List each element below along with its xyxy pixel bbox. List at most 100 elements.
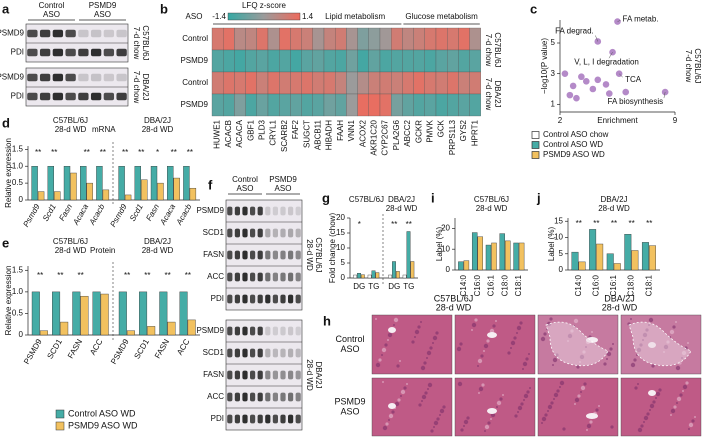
- heatmap-cell: [391, 71, 403, 95]
- point-label: FA metab.: [623, 15, 659, 24]
- blot-band: [250, 414, 256, 424]
- column-header: ASO: [94, 10, 111, 19]
- x-tick-label: PSMD9: [22, 337, 44, 366]
- blot-band: [265, 272, 271, 282]
- blot-band: [242, 370, 248, 380]
- tissue-speck: [637, 383, 639, 385]
- tissue-speck: [414, 329, 420, 335]
- significance: **: [646, 219, 652, 228]
- bar: [596, 243, 604, 271]
- heatmap-cell: [267, 71, 280, 95]
- point: [594, 76, 602, 84]
- blot-band: [257, 228, 263, 238]
- strain-label: 7-d chow: [132, 27, 141, 60]
- band-label: ACC: [207, 272, 224, 281]
- heatmap-cell: [402, 27, 414, 51]
- histology-image: [371, 314, 453, 375]
- column-label: PLA2G6: [392, 119, 401, 150]
- bar: [613, 263, 621, 271]
- heatmap-cell: [458, 27, 470, 51]
- column-header: C57BL/6J: [434, 293, 474, 303]
- bar: [187, 319, 196, 336]
- bar: [47, 166, 54, 201]
- column-label: ACOX2: [358, 119, 367, 147]
- bar: [631, 250, 639, 271]
- tissue-speck: [496, 400, 502, 406]
- blot-band: [280, 294, 286, 304]
- heatmap-cell: [256, 49, 269, 73]
- strain-label: 28-d WD: [305, 239, 314, 271]
- heatmap-cell: [335, 27, 347, 51]
- blot-band: [280, 392, 286, 402]
- tissue-speck: [552, 364, 554, 366]
- heatmap-cell: [402, 71, 414, 95]
- bar: [70, 172, 77, 201]
- tissue-speck: [550, 401, 554, 405]
- tissue-speck: [553, 392, 559, 398]
- tissue-speck: [391, 410, 395, 414]
- blot-band: [227, 348, 233, 358]
- tissue-speck: [426, 357, 428, 359]
- panel-letter: c: [530, 1, 537, 16]
- tissue-speck: [397, 398, 401, 402]
- tissue-speck: [481, 383, 485, 387]
- bar: [150, 166, 158, 201]
- heatmap-cell: [234, 71, 246, 95]
- tissue-speck: [610, 425, 614, 429]
- legend-swatch: [55, 421, 65, 431]
- heatmap-cell: [335, 93, 347, 117]
- tissue-speck: [541, 422, 543, 424]
- heatmap-cell: [413, 93, 425, 117]
- tissue-speck: [420, 321, 422, 323]
- heatmap-cell: [346, 27, 358, 51]
- group-title: C57BL/6J: [53, 237, 88, 246]
- blot-band: [39, 92, 51, 101]
- tissue-speck: [514, 414, 518, 418]
- legend-swatch: [531, 131, 540, 139]
- vessel: [586, 413, 598, 419]
- tissue-speck: [562, 427, 566, 431]
- bar: [147, 326, 156, 336]
- tissue-speck: [574, 397, 580, 403]
- column-label: PRPS1L3: [448, 119, 457, 155]
- blot-band: [295, 250, 301, 260]
- band-label: PSMD9: [0, 29, 25, 38]
- tissue-speck: [679, 393, 683, 397]
- significance: **: [165, 271, 171, 280]
- point: [589, 85, 597, 93]
- heatmap-cell: [469, 93, 481, 117]
- tissue-speck: [643, 415, 649, 421]
- bar: [167, 166, 174, 201]
- bar: [375, 272, 380, 279]
- heatmap-cell: [245, 27, 257, 51]
- tissue-speck: [606, 358, 608, 360]
- bar: [571, 251, 579, 271]
- heatmap-cell: [368, 93, 381, 117]
- tissue-speck: [591, 331, 593, 333]
- column-header: DBA/2J: [604, 293, 635, 303]
- blot-band: [103, 29, 115, 38]
- tissue-speck: [457, 381, 463, 387]
- blot-band: [288, 392, 294, 402]
- tissue-speck: [492, 324, 496, 328]
- tissue-speck: [375, 318, 377, 320]
- y-tick-label: 10: [441, 244, 450, 253]
- point: [602, 81, 610, 88]
- significance: **: [611, 219, 617, 228]
- tissue-speck: [691, 419, 695, 423]
- blot-band: [280, 326, 286, 336]
- legend-swatch: [531, 141, 540, 149]
- panel-letter: g: [322, 190, 330, 205]
- column-label: ABCC2: [403, 119, 412, 146]
- blot-band: [234, 392, 240, 402]
- tissue-speck: [474, 318, 478, 322]
- tissue-speck: [516, 332, 518, 334]
- blot-band: [227, 228, 233, 238]
- colorbar-min: -1.4: [212, 12, 226, 21]
- heatmap-cell: [357, 49, 369, 73]
- tissue-speck: [382, 381, 384, 383]
- heatmap-cell: [379, 49, 392, 73]
- blot-band: [116, 48, 127, 57]
- panel-note: mRNA: [92, 125, 116, 134]
